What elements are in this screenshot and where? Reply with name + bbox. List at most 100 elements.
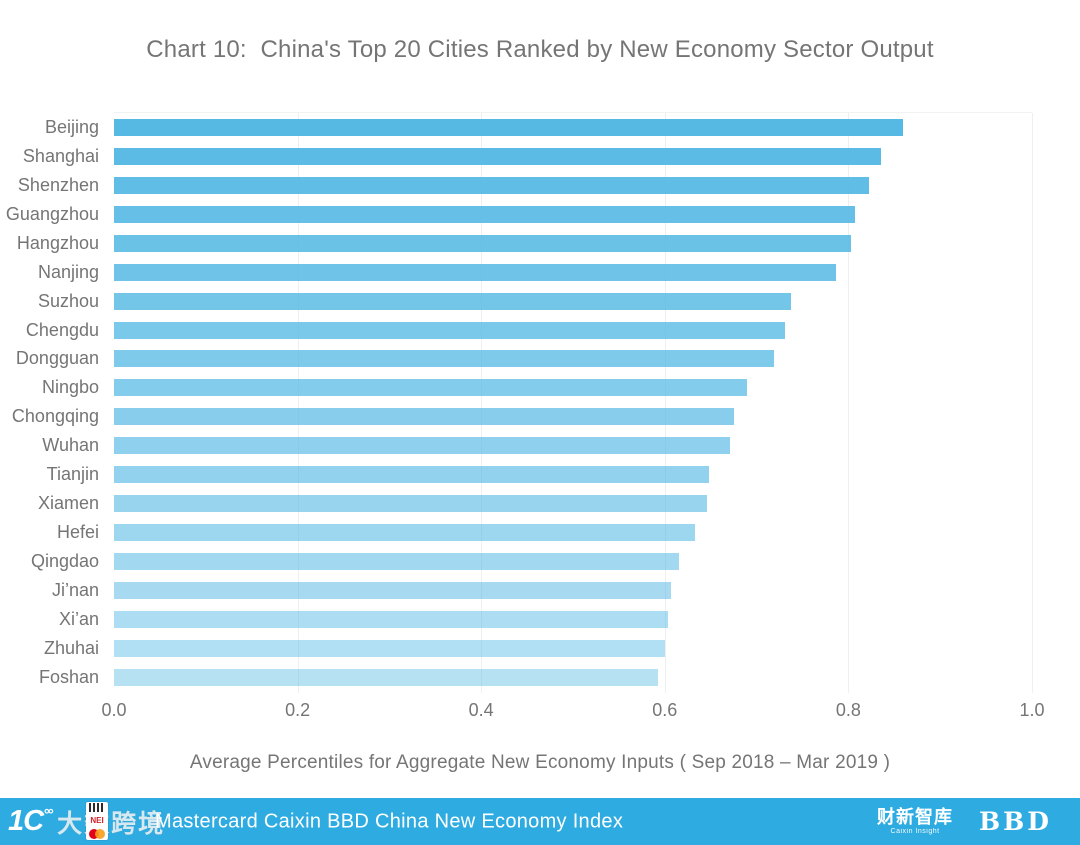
bar-track <box>114 437 1032 455</box>
caixin-logo-cn: 财新智库 <box>877 807 954 827</box>
bar-row: Hangzhou <box>0 229 1080 258</box>
bar <box>114 147 882 165</box>
bar-track <box>114 668 1032 686</box>
footer-logos: 财新智库 Caixin Insight BBD <box>877 798 1052 845</box>
bar <box>114 379 748 397</box>
bar-track <box>114 292 1032 310</box>
x-tick-label: 0.2 <box>285 700 311 720</box>
bar-track <box>114 147 1032 165</box>
watermark-brand-text: 大数跨境 <box>57 809 166 838</box>
category-label: Tianjin <box>46 464 99 485</box>
bar-track <box>114 379 1032 397</box>
bar-track <box>114 118 1032 136</box>
bar-track <box>114 234 1032 252</box>
bar-row: Zhuhai <box>0 634 1080 663</box>
category-label: Ji’nan <box>51 579 99 600</box>
bar-track <box>114 176 1032 194</box>
category-label: Hefei <box>56 522 99 543</box>
bar <box>114 668 659 686</box>
x-tick-label: 0.6 <box>652 700 678 720</box>
bar-track <box>114 495 1032 513</box>
category-label: Qingdao <box>30 551 99 572</box>
category-label: Chongqing <box>11 406 99 427</box>
bar <box>114 292 792 310</box>
category-label: Beijing <box>44 116 99 137</box>
bar <box>114 263 836 281</box>
caixin-insight-logo: 财新智库 Caixin Insight <box>877 808 953 835</box>
bar-track <box>114 205 1032 223</box>
bar-row: Chengdu <box>0 316 1080 345</box>
bar-track <box>114 581 1032 599</box>
category-label: Foshan <box>38 666 99 687</box>
x-tick-label: 0.4 <box>468 700 494 720</box>
bar-track <box>114 321 1032 339</box>
category-label: Wuhan <box>42 435 99 456</box>
category-label: Guangzhou <box>5 203 99 224</box>
bar <box>114 234 852 252</box>
bar <box>114 205 855 223</box>
bar-row: Wuhan <box>0 431 1080 460</box>
watermark-100-icon: 1Ϲ°° <box>8 805 53 837</box>
bar-row: Shenzhen <box>0 171 1080 200</box>
bar-row: Ningbo <box>0 373 1080 402</box>
bar-track <box>114 408 1032 426</box>
x-axis-ticks: 0.0 0.2 0.4 0.6 0.8 1.0 <box>101 700 1044 722</box>
category-label: Nanjing <box>37 261 99 282</box>
bar <box>114 610 668 628</box>
bar-track <box>114 524 1032 542</box>
x-axis-label: Average Percentiles for Aggregate New Ec… <box>189 752 891 773</box>
bar-row: Xi’an <box>0 605 1080 634</box>
gridlines <box>114 112 1033 693</box>
bar <box>114 639 665 657</box>
bar <box>114 466 709 484</box>
gridline <box>848 113 850 693</box>
bar-row: Guangzhou <box>0 200 1080 229</box>
bar-row: Hefei <box>0 518 1080 547</box>
bar-row: Chongqing <box>0 402 1080 431</box>
bar-row: Nanjing <box>0 258 1080 287</box>
bar-row: Foshan <box>0 663 1080 692</box>
nei-app-badge: NEI <box>86 802 108 840</box>
category-label: Dongguan <box>15 348 99 369</box>
gridline <box>481 113 483 693</box>
category-label: Ningbo <box>41 377 99 398</box>
watermark-logo: 1Ϲ°° 大数跨境 NEI <box>8 798 165 845</box>
x-tick-label: 1.0 <box>1019 700 1045 720</box>
x-tick-label: 0.0 <box>101 700 127 720</box>
bar <box>114 581 672 599</box>
gridline <box>297 113 299 693</box>
category-label: Suzhou <box>37 290 99 311</box>
category-label: Hangzhou <box>16 232 99 253</box>
bar <box>114 350 775 368</box>
caixin-logo-en: Caixin Insight <box>890 828 940 835</box>
nei-badge-label: NEI <box>90 815 104 825</box>
bar <box>114 437 730 455</box>
bar-track <box>114 263 1032 281</box>
bar-row: Xiamen <box>0 489 1080 518</box>
bar <box>114 118 904 136</box>
bar-row: Dongguan <box>0 345 1080 374</box>
bar <box>114 524 696 542</box>
bar <box>114 553 680 571</box>
bar <box>114 321 786 339</box>
index-title: Mastercard Caixin BBD China New Economy … <box>155 810 624 832</box>
bar-row: Qingdao <box>0 547 1080 576</box>
category-label: Xiamen <box>37 493 99 514</box>
bar-row: Beijing <box>0 113 1080 142</box>
bar-track <box>114 553 1032 571</box>
bar-row: Suzhou <box>0 287 1080 316</box>
bar-track <box>114 466 1032 484</box>
chart-title: Chart 10: China's Top 20 Cities Ranked b… <box>146 36 934 63</box>
bar-row: Ji’nan <box>0 576 1080 605</box>
mastercard-circles-icon <box>89 829 105 839</box>
bar <box>114 408 734 426</box>
category-label: Chengdu <box>25 319 99 340</box>
bar <box>114 495 708 513</box>
bar-row: Shanghai <box>0 142 1080 171</box>
x-tick-label: 0.8 <box>835 700 861 720</box>
bar-track <box>114 610 1032 628</box>
bar-rows: Beijing Shanghai Shenzhen Guangzhou Hangzhou… <box>0 113 1080 692</box>
bar-track <box>114 639 1032 657</box>
category-label: Shanghai <box>22 145 99 166</box>
